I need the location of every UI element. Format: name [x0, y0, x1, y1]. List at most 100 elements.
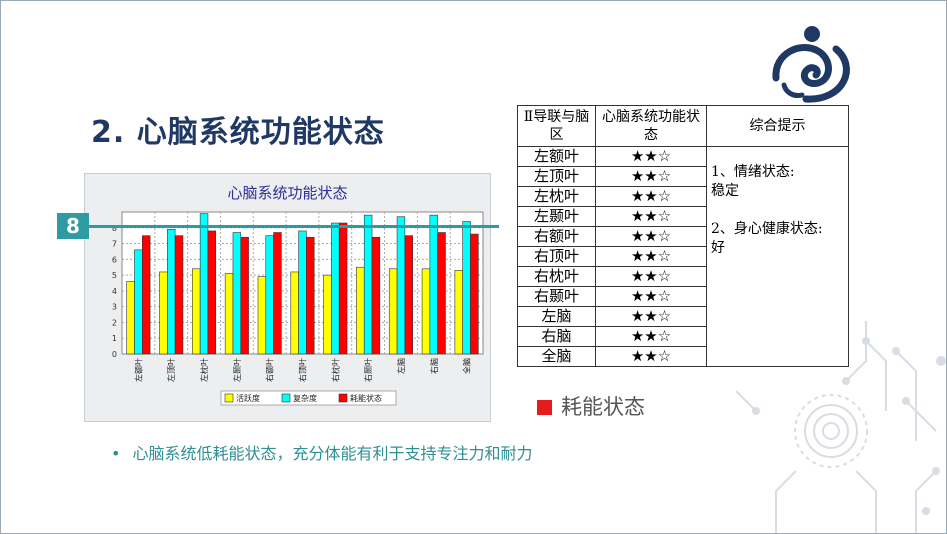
- table-row: 左额叶 ★★☆ 1、情绪状态: 稳定 2、身心健康状态: 好: [517, 146, 849, 367]
- table-cell-stars: ★★☆: [595, 266, 707, 287]
- y-tick-label: 1: [112, 334, 117, 343]
- table-cell-stars: ★★☆: [595, 326, 707, 347]
- bar: [224, 273, 234, 355]
- table-cell-region: 左额叶: [517, 146, 596, 167]
- page-title: 2. 心脑系统功能状态: [91, 115, 385, 150]
- y-tick-label: 6: [112, 255, 117, 264]
- table-cell-region: 左枕叶: [517, 186, 596, 207]
- bar: [134, 249, 143, 355]
- bar: [273, 232, 282, 355]
- bar: [306, 236, 315, 355]
- y-tick-label: 4: [112, 287, 117, 296]
- table-row: 右额叶 ★★☆: [517, 226, 849, 247]
- chart-title: 心脑系统功能状态: [227, 184, 348, 202]
- legend-swatch: [338, 393, 348, 403]
- x-tick-label: 左脑: [396, 358, 406, 374]
- table-cell-stars: ★★☆: [595, 286, 707, 307]
- bar: [142, 235, 151, 355]
- table-body: 左额叶 ★★☆ 1、情绪状态: 稳定 2、身心健康状态: 好左顶叶 ★★☆ 左枕叶 ★★☆ 左颞…: [517, 146, 849, 367]
- y-tick-label: 7: [112, 240, 117, 249]
- table-cell-region: 右额叶: [517, 226, 596, 247]
- bar: [159, 271, 168, 355]
- threshold-badge: 8: [57, 213, 89, 239]
- bar: [371, 236, 381, 355]
- legend-label: 耗能状态: [350, 393, 382, 403]
- x-tick-label: 左额叶: [133, 358, 143, 382]
- bar: [429, 214, 438, 355]
- legend-label: 复杂度: [293, 393, 317, 403]
- y-tick-label: 3: [112, 303, 117, 312]
- x-tick-label: 右脑: [429, 358, 439, 374]
- bar: [454, 270, 463, 355]
- bar: [437, 232, 446, 355]
- bar: [396, 216, 406, 355]
- bar: [126, 281, 135, 355]
- y-tick-label: 2: [112, 318, 117, 327]
- table-cell-stars: ★★☆: [595, 186, 707, 207]
- bar: [298, 230, 307, 355]
- x-tick-label: 左枕叶: [199, 358, 209, 382]
- x-tick-label: 右顶叶: [298, 358, 308, 382]
- bar: [257, 276, 267, 355]
- summary-line: 2、身心健康状态:: [711, 221, 823, 237]
- table-cell-region: 右枕叶: [517, 266, 596, 287]
- x-tick-label: 右枕叶: [330, 358, 340, 382]
- table-cell-region: 左脑: [517, 306, 596, 327]
- bar: [290, 271, 299, 355]
- y-tick-label: 0: [112, 350, 117, 359]
- bullet-point: • 心脑系统低耗能状态，充分体能有利于支持专注力和耐力: [111, 440, 532, 464]
- legend-label: 活跃度: [236, 393, 260, 403]
- table-row: 右颞叶 ★★☆: [517, 286, 849, 307]
- table-cell-stars: ★★☆: [595, 206, 707, 227]
- highlight-legend-label: 耗能状态: [561, 395, 645, 419]
- table-row: 左颞叶 ★★☆: [517, 206, 849, 227]
- table-cell-stars: ★★☆: [595, 166, 707, 187]
- bar: [356, 266, 365, 355]
- y-tick-label: 5: [112, 271, 117, 280]
- table-cell-summary: 1、情绪状态: 稳定 2、身心健康状态: 好: [706, 146, 849, 367]
- table-cell-region: 右颞叶: [517, 286, 596, 307]
- bullet-text: 心脑系统低耗能状态，充分体能有利于支持专注力和耐力: [132, 444, 533, 463]
- summary-line: 稳定: [711, 183, 739, 199]
- table-row: 左顶叶 ★★☆: [517, 166, 849, 187]
- bar: [240, 236, 249, 355]
- bar: [404, 235, 413, 355]
- x-tick-label: 右额叶: [265, 358, 275, 382]
- x-tick-label: 左顶叶: [166, 358, 176, 382]
- legend-swatch: [224, 393, 234, 403]
- bar: [388, 268, 398, 355]
- status-table: Ⅱ导联与脑区 心脑系统功能状态 综合提示 左额叶 ★★☆ 1、情绪状态: 稳定 2、身…: [517, 105, 849, 367]
- summary-line: 好: [711, 240, 725, 256]
- threshold-line: [89, 225, 499, 228]
- table-cell-stars: ★★☆: [595, 226, 707, 247]
- table-row: 左枕叶 ★★☆: [517, 186, 849, 207]
- table-row: 全脑 ★★☆: [517, 346, 849, 367]
- bar: [167, 229, 176, 355]
- table-header-row: Ⅱ导联与脑区 心脑系统功能状态 综合提示: [517, 105, 849, 147]
- logo-icon: [772, 26, 850, 103]
- summary-spacer: [711, 201, 848, 220]
- highlight-legend: 耗能状态: [537, 391, 645, 421]
- table-cell-stars: ★★☆: [595, 146, 707, 167]
- table-cell-stars: ★★☆: [595, 246, 707, 267]
- x-tick-label: 全脑: [462, 358, 472, 374]
- table-cell-region: 右脑: [517, 326, 596, 347]
- x-tick-label: 左颞叶: [232, 358, 242, 382]
- table-cell-region: 左顶叶: [517, 166, 596, 187]
- chart-svg: 0 1 2 3 4 5 6 7 8 左额叶 左顶叶 左枕叶 左颞叶 右额叶 右顶叶 右枕叶 右颞叶 左脑 右脑 全脑活…: [112, 211, 484, 406]
- bar: [421, 268, 431, 355]
- table-cell-region: 全脑: [517, 346, 596, 367]
- bar: [199, 213, 209, 355]
- chart-legend-box: [220, 390, 397, 406]
- table-row: 右枕叶 ★★☆: [517, 266, 849, 287]
- legend-swatch: [281, 393, 291, 403]
- table-cell-stars: ★★☆: [595, 346, 707, 367]
- summary-line: 1、情绪状态:: [711, 164, 795, 180]
- bar: [265, 235, 274, 355]
- table-row: 右脑 ★★☆: [517, 326, 849, 347]
- bar: [232, 232, 242, 355]
- table-cell-region: 右顶叶: [517, 246, 596, 267]
- bar: [323, 274, 332, 355]
- red-square-icon: [537, 400, 552, 415]
- bar-chart: 心脑系统功能状态 0 1 2 3 4 5 6 7 8 左额叶 左顶叶 左枕叶 左颞叶 右额叶 右顶叶 右枕叶 右…: [84, 173, 491, 422]
